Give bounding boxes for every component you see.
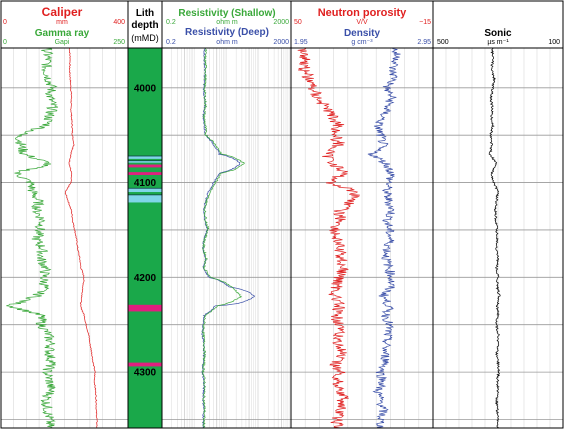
header-layer: Caliper 0 mm 400 Gamma ray 0 Gapi 250 Li… (3, 5, 560, 46)
neutron-max: −15 (419, 19, 431, 26)
lithology-bed (128, 160, 162, 163)
track-border (432, 0, 564, 429)
sonic-title: Sonic (484, 28, 512, 39)
depth-tick-label: 4100 (134, 178, 157, 189)
lithology-column: 4000 4100 4200 4300 (128, 48, 162, 428)
sonic-max: 100 (548, 39, 560, 46)
neutron-title: Neutron porosity (318, 7, 407, 19)
lithology-bed (128, 156, 162, 159)
caliper-curve (64, 48, 98, 428)
sonic-min: 500 (437, 39, 449, 46)
res-shallow-title: Resistivity (Shallow) (178, 8, 275, 19)
lithology-bed (128, 304, 162, 312)
depth-tick-label: 4300 (134, 368, 157, 379)
res-deep-max: 2000 (273, 39, 289, 46)
resistivity-shallow-curve (201, 47, 245, 429)
gamma-unit: Gapi (55, 39, 70, 46)
res-shallow-unit: ohm m (216, 19, 238, 26)
res-shallow-min: 0.2 (166, 19, 176, 26)
caliper-unit: mm (56, 19, 68, 26)
lithology-bed (128, 164, 162, 168)
depth-tick-label: 4200 (134, 273, 157, 284)
depth-label-line1: Lith (136, 8, 154, 19)
grid-layer (1, 48, 563, 428)
curve-layer (6, 47, 501, 429)
depth-tick-label: 4000 (134, 83, 157, 94)
sonic-unit: µs m⁻¹ (487, 39, 509, 46)
neutron-min: 50 (294, 19, 302, 26)
neutron-porosity-curve (297, 47, 360, 429)
density-unit: g cm⁻³ (351, 39, 373, 46)
res-shallow-max: 2000 (273, 19, 289, 26)
depth-label-line2: depth (131, 20, 158, 31)
sonic-curve (488, 47, 501, 429)
gamma-ray-curve (6, 47, 59, 429)
neutron-unit: V/V (356, 19, 368, 26)
gamma-max: 250 (113, 39, 125, 46)
density-min: 1.95 (294, 39, 308, 46)
res-deep-unit: ohm m (216, 39, 238, 46)
gamma-min: 0 (3, 39, 7, 46)
res-deep-title: Resistivity (Deep) (185, 27, 269, 38)
gamma-title: Gamma ray (35, 28, 90, 39)
res-deep-min: 0.2 (166, 39, 176, 46)
density-max: 2.95 (417, 39, 431, 46)
lithology-bed (128, 194, 162, 203)
lithology-bed (128, 362, 162, 367)
caliper-max: 400 (113, 19, 125, 26)
density-title: Density (344, 28, 381, 39)
lithology-bed (128, 188, 162, 193)
caliper-min: 0 (3, 19, 7, 26)
depth-unit: (mMD) (131, 33, 159, 43)
lithology-bed (128, 172, 162, 175)
density-curve (367, 47, 401, 429)
caliper-title: Caliper (42, 5, 83, 19)
